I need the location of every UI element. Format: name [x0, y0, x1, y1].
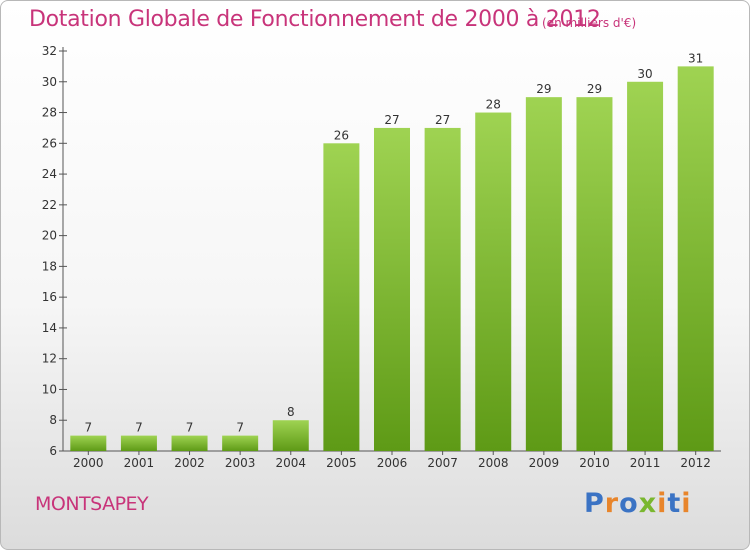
bar-2010: [576, 97, 613, 452]
data-label: 7: [186, 421, 194, 435]
x-tick-label: 2003: [225, 456, 256, 470]
data-label: 28: [486, 98, 501, 112]
data-label: 31: [688, 51, 703, 65]
x-tick-label: 2006: [377, 456, 408, 470]
y-tick-label: 8: [49, 413, 57, 427]
y-tick-label: 14: [42, 321, 57, 335]
bar-2000: [70, 435, 107, 451]
x-tick-label: 2000: [73, 456, 104, 470]
bar-2007: [424, 127, 461, 451]
logo-letter: i: [657, 488, 668, 519]
y-tick-label: 10: [42, 382, 57, 396]
bar-2006: [374, 127, 410, 451]
logo-letter: P: [584, 488, 605, 519]
bar-2001: [120, 435, 157, 451]
bar-2009: [525, 97, 562, 452]
x-tick-label: 2009: [529, 456, 560, 470]
y-tick-label: 12: [42, 352, 57, 366]
y-tick-label: 26: [42, 136, 57, 150]
axes: 6 8 10 12 14 16 18 20 22 24 26 28 30 32: [42, 44, 721, 458]
x-tick-label: 2012: [680, 456, 711, 470]
y-tick-label: 22: [42, 198, 57, 212]
data-label: 30: [637, 67, 652, 81]
proxiti-logo: Proxiti: [584, 488, 692, 519]
commune-name: MONTSAPEY: [35, 493, 149, 515]
bar-2012: [677, 66, 714, 451]
x-tick-label: 2001: [124, 456, 155, 470]
data-label: 27: [384, 113, 399, 127]
bar-2005: [323, 143, 360, 452]
logo-letter: i: [681, 488, 692, 519]
bar-2008: [475, 112, 512, 452]
x-tick-label: 2010: [579, 456, 610, 470]
bar-2011: [627, 81, 664, 452]
x-tick-label: 2002: [174, 456, 205, 470]
logo-letter: r: [604, 488, 620, 519]
bar-2004: [272, 420, 309, 451]
data-label: 27: [435, 113, 450, 127]
x-tick-label: 2007: [427, 456, 458, 470]
data-label: 8: [287, 405, 295, 419]
y-tick-label: 24: [42, 167, 57, 181]
y-tick-label: 28: [42, 106, 57, 120]
logo-letter: x: [638, 488, 658, 519]
x-tick-label: 2004: [275, 456, 306, 470]
bars: [70, 66, 714, 452]
bar-2003: [222, 435, 259, 451]
logo-letter: t: [667, 488, 682, 519]
data-label: 7: [84, 421, 92, 435]
y-tick-label: 18: [42, 259, 57, 273]
bar-2002: [171, 435, 208, 451]
chart-title: Dotation Globale de Fonctionnement de 20…: [29, 7, 601, 32]
x-tick-label: 2008: [478, 456, 509, 470]
y-tick-label: 30: [42, 75, 57, 89]
y-tick-label: 20: [42, 229, 57, 243]
data-label: 7: [236, 421, 244, 435]
y-tick-label: 32: [42, 44, 57, 58]
labels: 2000 7 2001 7 2002 7 2003 7 2004 8 2005 26 2006 27 200…: [73, 51, 711, 470]
data-label: 29: [536, 82, 551, 96]
unit-label: (en milliers d'€): [542, 16, 637, 30]
x-tick-label: 2005: [326, 456, 357, 470]
y-tick-label: 16: [42, 290, 57, 304]
y-tick-label: 6: [49, 444, 57, 458]
data-label: 29: [587, 82, 602, 96]
data-label: 7: [135, 421, 143, 435]
logo-letter: o: [619, 488, 639, 519]
x-tick-label: 2011: [630, 456, 661, 470]
data-label: 26: [334, 128, 349, 142]
